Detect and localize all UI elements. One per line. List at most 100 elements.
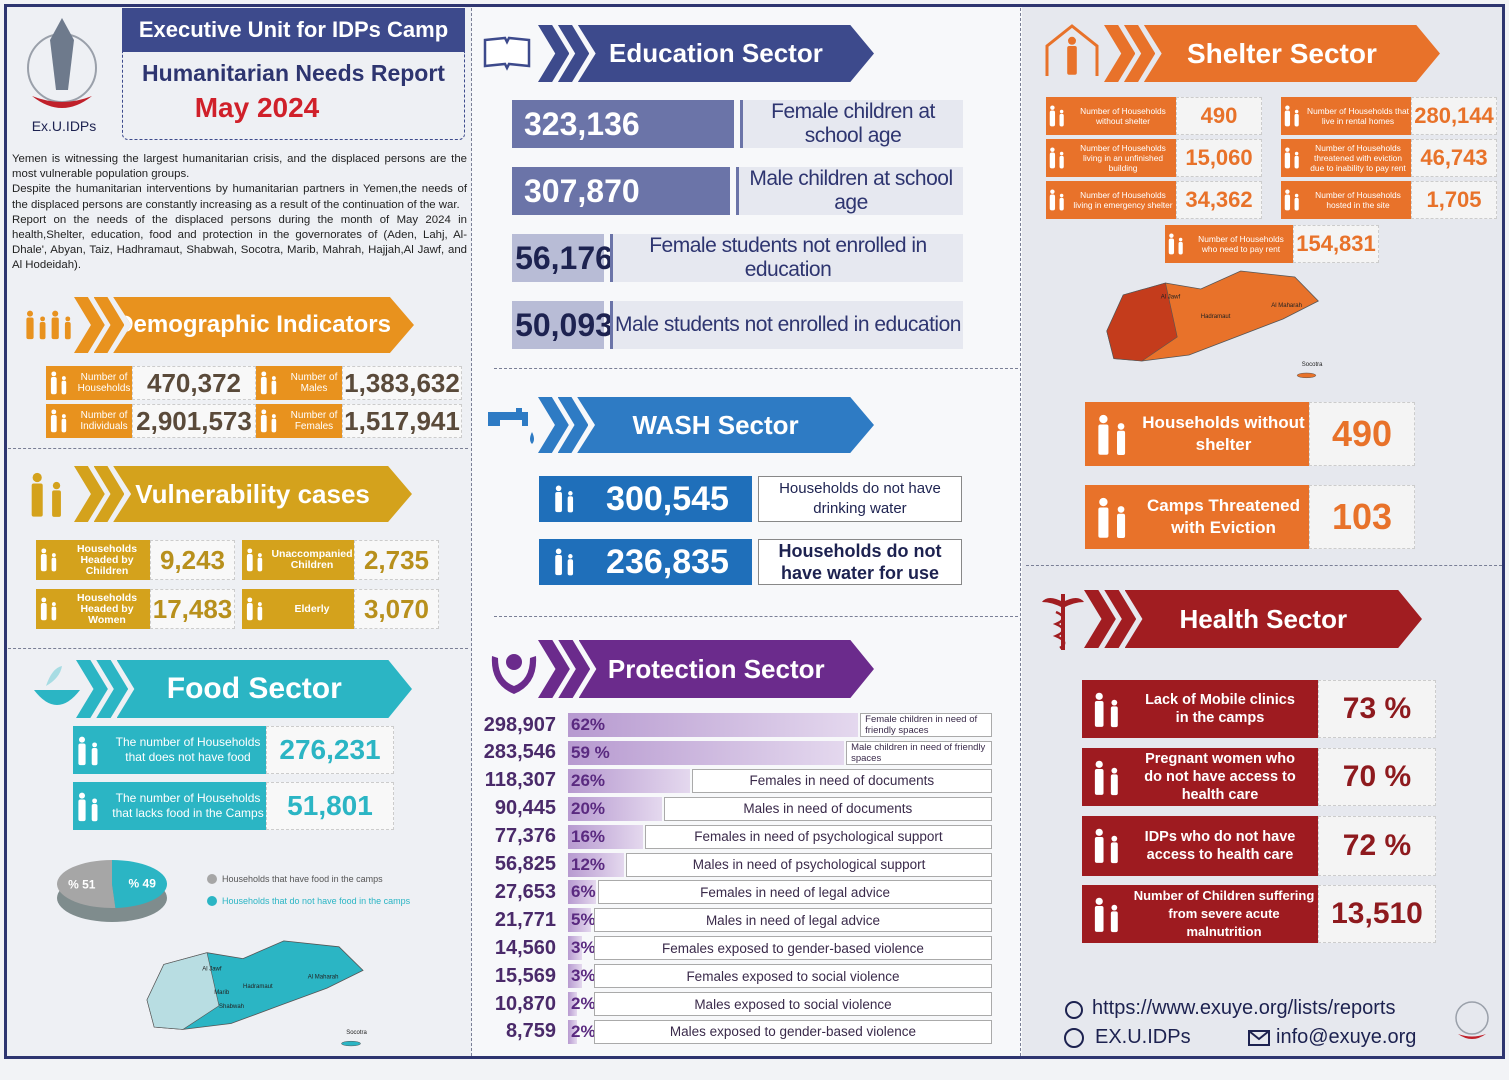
people-icon	[1284, 147, 1299, 169]
icon-head	[79, 792, 85, 799]
item-label: Households Headed by Women	[76, 591, 138, 626]
health-icon	[1042, 594, 1084, 650]
icon-body	[555, 555, 562, 576]
people-icon	[1284, 189, 1299, 211]
column-divider	[471, 8, 472, 1056]
icon-body	[246, 603, 253, 621]
map: Al Jawf Hadramaut Al Maharah Socotra	[1106, 270, 1323, 379]
icon-body	[64, 322, 71, 340]
item-label: Male children at school age	[736, 167, 963, 215]
item-label: The number of Households that does not h…	[115, 735, 261, 764]
icon-body	[52, 490, 61, 517]
footer-logo	[1455, 1001, 1489, 1039]
icon-body	[50, 415, 57, 433]
people-icon	[1094, 760, 1118, 796]
map-island	[1296, 372, 1317, 379]
protection-count: 8,759	[505, 1020, 556, 1043]
protection-bar	[568, 852, 625, 877]
icon-head	[51, 371, 57, 377]
item-label: Number of Households	[77, 372, 131, 394]
item-value: 490	[1176, 97, 1262, 135]
people-icon	[26, 310, 71, 340]
people-icon	[1049, 147, 1064, 169]
item-label: Female students not enrolled in educatio…	[610, 234, 963, 282]
map-label: Shabwah	[219, 1004, 244, 1010]
icon-head	[1294, 109, 1299, 114]
item-label: Lack of Mobile clinics in the camps	[1145, 692, 1295, 726]
item-value: 1,517,941	[342, 404, 462, 438]
icon-head	[1285, 147, 1290, 152]
protection-bar	[568, 1019, 578, 1044]
icon-body	[567, 496, 574, 513]
people-icon	[1168, 233, 1183, 255]
item-label-box	[256, 366, 342, 400]
people-icon	[1284, 105, 1299, 127]
protection-value: 16%	[571, 826, 606, 846]
section-banner: Vulnerability cases	[113, 466, 412, 522]
footer-org: EX.U.IDPs	[1095, 1026, 1191, 1048]
intro-paragraph: Report on the needs of the displaced per…	[12, 213, 467, 272]
footer-copyright-icon	[1064, 1028, 1084, 1048]
people-icon	[1094, 828, 1118, 864]
icon-head	[257, 553, 262, 558]
icon-body	[61, 418, 67, 433]
icon-body	[1294, 197, 1299, 211]
protection-value: 26%	[571, 770, 606, 790]
icon-head	[555, 485, 562, 492]
logo-leaf	[32, 96, 92, 108]
footer-email: info@exuye.org	[1276, 1026, 1417, 1048]
frame	[4, 4, 1505, 1059]
pie-slice	[112, 860, 167, 908]
item-value-box	[539, 476, 752, 522]
icon-body	[50, 377, 57, 395]
protection-bar	[568, 908, 592, 933]
protection-count: 27,653	[494, 880, 556, 903]
icon-body	[1110, 842, 1118, 864]
legend-label: Households that do not have food in the …	[222, 896, 411, 906]
globe	[1065, 1001, 1083, 1019]
envelope	[1248, 1030, 1270, 1046]
icon-body	[51, 557, 57, 572]
icon-body	[1110, 706, 1118, 728]
protection-bar	[568, 713, 859, 737]
map-label: Al Maharah	[1271, 303, 1302, 309]
house-icon	[1045, 24, 1099, 76]
protection-value: 62%	[571, 715, 606, 734]
item-label-box	[1046, 97, 1176, 135]
icon-head	[61, 414, 66, 419]
item-value: 9,243	[150, 540, 235, 580]
separator	[8, 648, 468, 649]
protection-label: Female children in need of friendly spac…	[860, 713, 992, 737]
icon-body	[246, 554, 253, 572]
protection-count: 21,771	[494, 908, 556, 931]
icon-body	[1294, 113, 1299, 127]
protection-bar	[568, 964, 583, 989]
map-label: Hadramaut	[1201, 314, 1231, 320]
map-label: Socotra	[346, 1030, 367, 1036]
protection-label: Males exposed to social violence	[594, 992, 992, 1016]
section-banner: Education Sector	[577, 25, 874, 82]
staff	[1061, 594, 1065, 650]
icon-body	[61, 380, 67, 395]
icon-body	[40, 554, 47, 572]
item-label-box	[256, 404, 342, 438]
intro-paragraph: Despite the humanitarian interventions b…	[12, 183, 467, 211]
icon-head	[92, 798, 97, 804]
header-date: May 2024	[194, 92, 320, 123]
icon-head	[52, 481, 61, 490]
icon-body	[1067, 46, 1077, 75]
logo-ring	[1455, 1001, 1489, 1035]
map: Al Jawf Hadramaut Al Maharah Marib Shabwah So…	[146, 940, 368, 1047]
icon-head	[40, 316, 45, 322]
people-icon	[1049, 189, 1064, 211]
people-icon	[50, 371, 67, 395]
bowl	[34, 690, 80, 705]
protection-count: 283,546	[483, 741, 556, 764]
icon-head	[568, 491, 573, 496]
item-label-box	[73, 726, 266, 774]
item-value: 280,144	[1411, 97, 1497, 135]
icon-head	[1050, 147, 1055, 152]
icon-body	[1094, 769, 1104, 795]
item-label: Number of Females	[290, 410, 338, 432]
protection-bar	[568, 768, 690, 793]
